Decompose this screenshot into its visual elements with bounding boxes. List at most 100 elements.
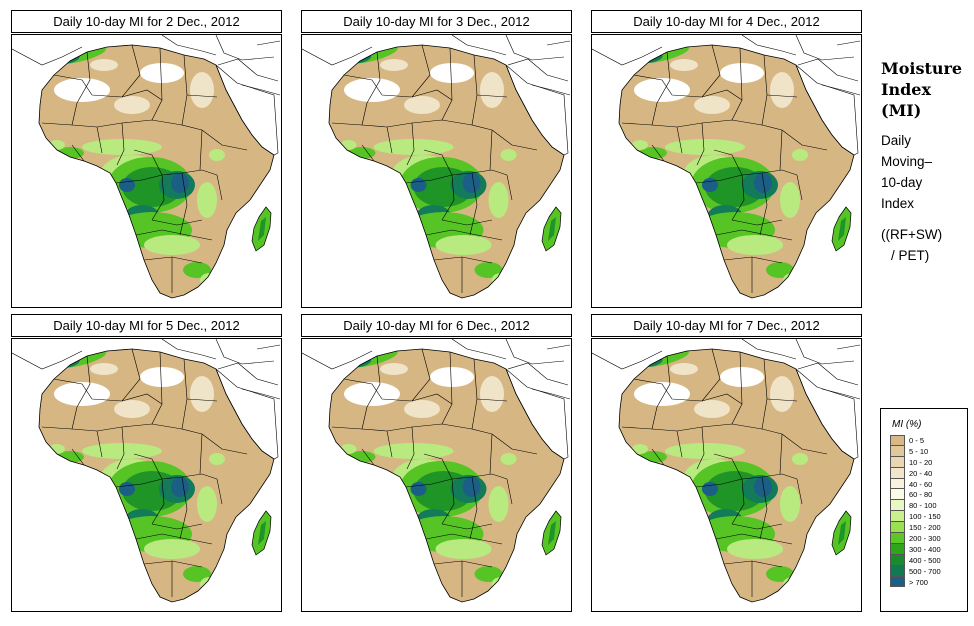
country-border bbox=[491, 433, 538, 455]
country-border bbox=[186, 94, 218, 98]
dry-area bbox=[90, 363, 118, 375]
country-border bbox=[151, 47, 163, 121]
country-border bbox=[121, 44, 141, 98]
map-panel-6-dec: Daily 10-day MI for 6 Dec., 2012 bbox=[301, 314, 572, 612]
country-border bbox=[651, 448, 665, 466]
country-border bbox=[361, 448, 375, 466]
moisture-area bbox=[754, 173, 772, 193]
africa-map-svg bbox=[302, 35, 571, 299]
coastline bbox=[161, 339, 217, 360]
legend-label: 400 - 500 bbox=[909, 555, 941, 565]
coastline bbox=[797, 58, 859, 82]
country-border bbox=[633, 74, 743, 101]
formula-line: ((RF+SW) bbox=[881, 227, 943, 242]
moisture-area bbox=[792, 453, 808, 465]
country-border bbox=[701, 348, 721, 402]
continent-outline bbox=[618, 44, 855, 299]
country-border bbox=[441, 523, 493, 530]
legend-label: 80 - 100 bbox=[909, 501, 937, 511]
country-border bbox=[405, 473, 508, 488]
country-border bbox=[731, 351, 743, 425]
country-border bbox=[759, 476, 768, 540]
legend-swatch bbox=[890, 522, 905, 534]
moisture-area bbox=[792, 149, 808, 161]
africa-map-svg bbox=[12, 35, 281, 299]
country-border bbox=[201, 433, 248, 455]
continent-outline bbox=[328, 348, 565, 603]
legend-row: 40 - 60 bbox=[890, 478, 941, 490]
country-border bbox=[469, 476, 478, 540]
madagascar-wet bbox=[838, 217, 846, 241]
africa-map-svg bbox=[12, 339, 281, 603]
legend-swatch bbox=[890, 467, 905, 479]
country-border bbox=[696, 122, 705, 166]
legend-row: 20 - 40 bbox=[890, 467, 941, 479]
legend-label: 0 - 5 bbox=[909, 435, 925, 445]
country-border bbox=[695, 473, 798, 488]
moisture-area bbox=[82, 139, 162, 155]
moisture-area bbox=[488, 486, 509, 522]
map-panel-2-dec: Daily 10-day MI for 2 Dec., 2012 bbox=[11, 10, 282, 308]
country-border bbox=[759, 172, 768, 236]
country-border bbox=[471, 54, 493, 131]
country-border bbox=[779, 129, 783, 171]
coastline bbox=[531, 84, 571, 96]
country-border bbox=[441, 219, 493, 226]
legend-swatch bbox=[890, 456, 905, 468]
index-description: Daily Moving– 10-day Index ((RF+SW) / PE… bbox=[881, 130, 971, 266]
map-panel-5-dec: Daily 10-day MI for 5 Dec., 2012 bbox=[11, 314, 282, 612]
legend-swatch bbox=[890, 554, 905, 566]
madagascar-outline bbox=[251, 510, 272, 556]
coastline bbox=[451, 35, 507, 56]
legend-swatch bbox=[890, 533, 905, 544]
dry-area bbox=[480, 376, 504, 412]
dry-area bbox=[670, 59, 698, 71]
continent-outline bbox=[328, 44, 565, 299]
moisture-area bbox=[200, 273, 220, 287]
moisture-layer bbox=[49, 350, 225, 591]
legend-swatch bbox=[890, 478, 905, 490]
country-border bbox=[476, 398, 508, 402]
country-border bbox=[469, 172, 478, 236]
legend-swatch bbox=[890, 576, 905, 588]
country-border bbox=[181, 358, 203, 435]
country-border bbox=[715, 533, 793, 545]
coastline bbox=[505, 339, 565, 365]
title-line: (MI) bbox=[881, 101, 922, 120]
madagascar-wet bbox=[258, 521, 266, 545]
moisture-area bbox=[702, 178, 718, 192]
country-border bbox=[151, 219, 203, 226]
coastline bbox=[241, 388, 281, 400]
africa-map bbox=[11, 338, 282, 612]
desc-line: Moving– bbox=[881, 154, 933, 169]
moisture-area bbox=[665, 443, 745, 459]
madagascar-outline bbox=[831, 206, 852, 252]
legend-swatch bbox=[890, 543, 905, 555]
country-border bbox=[343, 74, 453, 101]
country-border bbox=[121, 348, 141, 402]
country-border bbox=[796, 478, 803, 505]
country-border bbox=[731, 523, 783, 530]
country-border bbox=[406, 122, 415, 166]
coastline bbox=[592, 46, 663, 66]
country-border bbox=[151, 523, 203, 530]
coastline bbox=[241, 84, 281, 96]
legend-row: 10 - 20 bbox=[890, 456, 941, 468]
moisture-area bbox=[200, 577, 220, 591]
desc-line: Index bbox=[881, 196, 915, 211]
dry-area bbox=[694, 400, 730, 418]
moisture-area bbox=[766, 262, 794, 278]
country-border bbox=[425, 533, 503, 545]
country-border bbox=[151, 174, 165, 221]
country-border bbox=[96, 126, 103, 154]
dry-area bbox=[404, 96, 440, 114]
country-border bbox=[713, 149, 743, 176]
desc-line: Daily bbox=[881, 133, 912, 148]
moisture-area bbox=[665, 139, 745, 155]
country-border bbox=[715, 229, 793, 241]
country-border bbox=[71, 144, 85, 162]
country-border bbox=[676, 126, 683, 154]
country-border bbox=[386, 126, 393, 154]
country-border bbox=[53, 378, 163, 405]
moisture-area bbox=[171, 173, 189, 193]
